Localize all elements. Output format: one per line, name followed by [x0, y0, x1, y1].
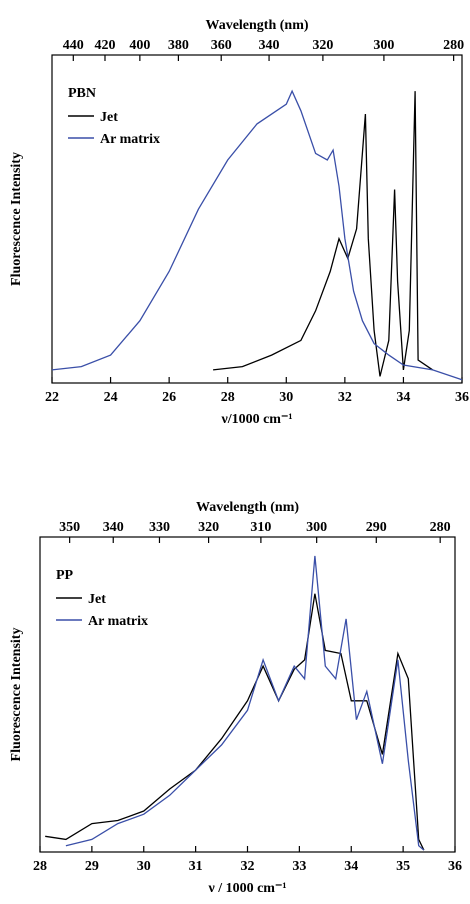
- x-tick-label: 32: [338, 390, 352, 405]
- x2-tick-label: 400: [129, 38, 150, 53]
- spectrum-line: [51, 89, 463, 381]
- x-tick-label: 28: [33, 859, 47, 874]
- x-tick-label: 34: [344, 859, 358, 874]
- x2-axis-label: Wavelength (nm): [205, 18, 308, 33]
- spectrum-line: [45, 593, 425, 851]
- x-tick-label: 34: [396, 390, 410, 405]
- plot-frame: [51, 54, 463, 384]
- x-tick-label: 30: [279, 390, 293, 405]
- x2-tick-label: 420: [94, 38, 115, 53]
- legend-label: Ar matrix: [100, 132, 160, 147]
- x-tick-label: 33: [292, 859, 306, 874]
- spectrum-line: [65, 555, 425, 851]
- x2-axis-label: Wavelength (nm): [196, 500, 299, 515]
- legend-label: Jet: [88, 592, 106, 607]
- x2-tick-label: 360: [211, 38, 232, 53]
- x2-tick-label: 320: [312, 38, 333, 53]
- x-tick-label: 22: [45, 390, 59, 405]
- x-tick-label: 36: [448, 859, 462, 874]
- x2-tick-label: 300: [373, 38, 394, 53]
- x2-tick-label: 280: [430, 520, 451, 535]
- x-tick-label: 24: [104, 390, 118, 405]
- x-tick-label: 36: [455, 390, 469, 405]
- x2-tick-label: 340: [259, 38, 280, 53]
- x-tick-label: 28: [221, 390, 235, 405]
- x2-tick-label: 320: [198, 520, 219, 535]
- legend-label: Ar matrix: [88, 614, 148, 629]
- spectrum-line: [213, 91, 434, 377]
- x2-tick-label: 300: [306, 520, 327, 535]
- x-tick-label: 31: [189, 859, 203, 874]
- panel-label: PBN: [68, 86, 96, 101]
- x-axis-label: ν/1000 cm⁻¹: [220, 412, 292, 427]
- x-tick-label: 35: [396, 859, 410, 874]
- x2-tick-label: 340: [103, 520, 124, 535]
- x2-tick-label: 380: [168, 38, 189, 53]
- x2-tick-label: 440: [63, 38, 84, 53]
- x2-tick-label: 310: [250, 520, 271, 535]
- x-tick-label: 26: [162, 390, 176, 405]
- panel-label: PP: [56, 568, 74, 583]
- y-axis-label: Fluorescence Intensity: [9, 152, 24, 286]
- x2-tick-label: 280: [443, 38, 464, 53]
- x2-tick-label: 330: [149, 520, 170, 535]
- x2-tick-label: 290: [366, 520, 387, 535]
- y-axis-label: Fluorescence Intensity: [9, 628, 24, 762]
- x-tick-label: 29: [85, 859, 99, 874]
- x-tick-label: 30: [137, 859, 151, 874]
- x-axis-label: ν / 1000 cm⁻¹: [207, 881, 286, 896]
- x-tick-label: 32: [241, 859, 255, 874]
- x2-tick-label: 350: [59, 520, 80, 535]
- legend-label: Jet: [100, 110, 118, 125]
